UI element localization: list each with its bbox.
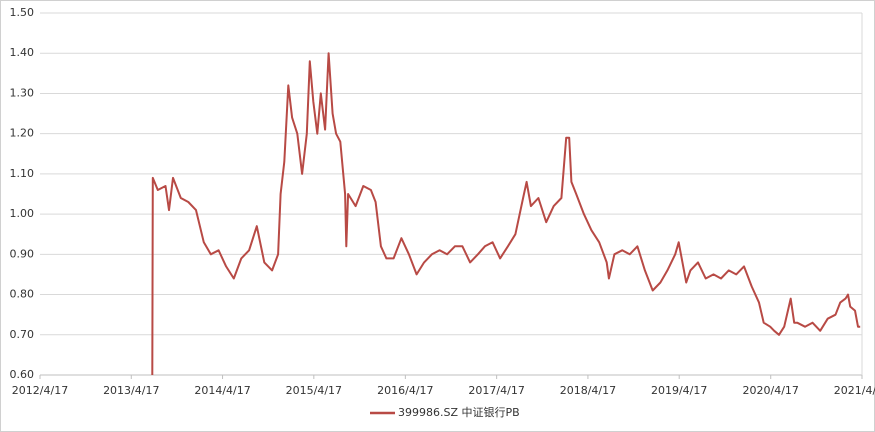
y-tick-label: 0.90: [10, 247, 35, 260]
y-tick-label: 0.70: [10, 328, 35, 341]
y-tick-label: 1.00: [10, 207, 35, 220]
data-line: [151, 52, 861, 376]
x-tick-label: 2013/4/17: [103, 384, 159, 397]
legend-label: 399986.SZ 中证银行PB: [398, 405, 520, 419]
y-tick-label: 0.60: [10, 368, 35, 381]
x-tick-label: 2014/4/17: [194, 384, 250, 397]
x-tick-label: 2019/4/17: [651, 384, 707, 397]
y-tick-label: 1.50: [10, 6, 35, 19]
y-tick-label: 1.10: [10, 167, 35, 180]
x-tick-label: 2017/4/17: [468, 384, 524, 397]
x-tick-label: 2020/4/17: [743, 384, 799, 397]
y-tick-label: 0.80: [10, 288, 35, 301]
y-tick-label: 1.30: [10, 86, 35, 99]
x-tick-label: 2016/4/17: [377, 384, 433, 397]
y-tick-label: 1.40: [10, 46, 35, 59]
x-tick-label: 2018/4/17: [560, 384, 616, 397]
x-tick-label: 2012/4/17: [12, 384, 68, 397]
y-tick-label: 1.20: [10, 127, 35, 140]
x-tick-label: 2021/4/17: [834, 384, 875, 397]
x-tick-label: 2015/4/17: [286, 384, 342, 397]
